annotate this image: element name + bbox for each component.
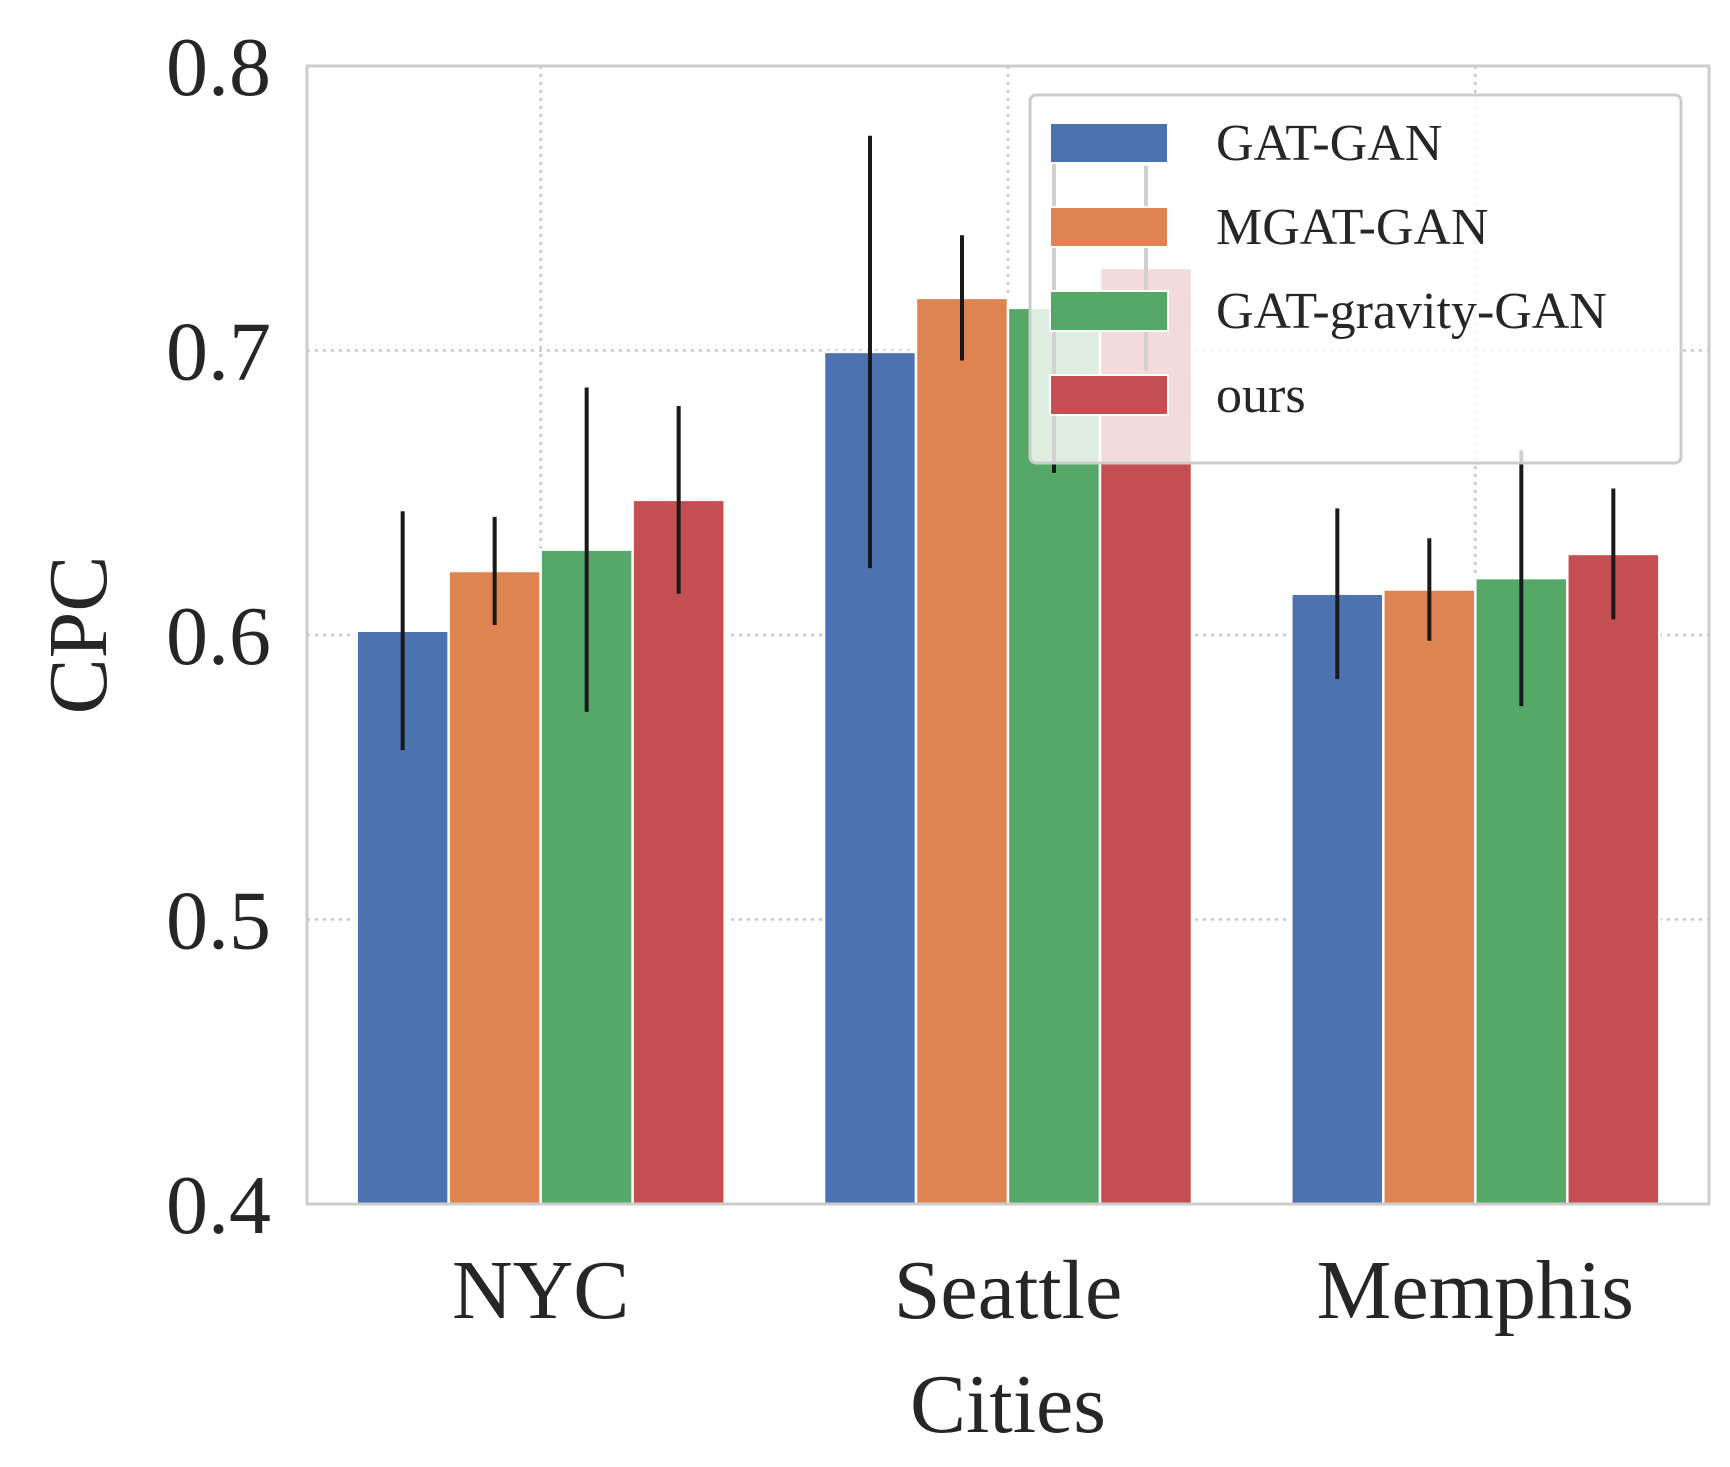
y-tick-label: 0.5	[166, 875, 271, 968]
legend-label: GAT-gravity-GAN	[1216, 283, 1607, 340]
legend-swatch	[1049, 290, 1169, 332]
y-tick-label: 0.7	[166, 306, 271, 399]
legend-swatch	[1049, 206, 1169, 248]
bar	[914, 296, 1010, 1206]
y-tick-label: 0.6	[166, 590, 271, 683]
legend-label: ours	[1216, 367, 1306, 424]
bar	[447, 569, 542, 1206]
y-tick-label: 0.8	[166, 21, 271, 114]
legend-box	[1028, 93, 1683, 465]
x-tick-labels: NYC Seattle Memphis	[452, 1244, 1634, 1337]
y-tick-label: 0.4	[166, 1159, 271, 1252]
bar	[1290, 592, 1385, 1206]
x-axis-title: Cities	[910, 1358, 1106, 1451]
legend-swatch	[1049, 374, 1169, 416]
legend-swatch	[1049, 122, 1169, 164]
bar	[1382, 588, 1477, 1206]
x-tick-label: Memphis	[1317, 1244, 1634, 1337]
x-tick-label: Seattle	[894, 1244, 1123, 1337]
x-tick-label: NYC	[452, 1244, 629, 1337]
plot-frame	[305, 64, 1711, 1206]
legend: GAT-GAN MGAT-GAN GAT-gravity-GAN ours	[1028, 93, 1683, 465]
bar	[631, 498, 726, 1206]
bar	[1566, 552, 1661, 1206]
legend-label: GAT-GAN	[1216, 115, 1442, 172]
legend-label: MGAT-GAN	[1216, 199, 1489, 256]
y-axis-title: CPC	[32, 556, 125, 715]
y-tick-labels: 0.4 0.5 0.6 0.7 0.8	[166, 21, 271, 1252]
